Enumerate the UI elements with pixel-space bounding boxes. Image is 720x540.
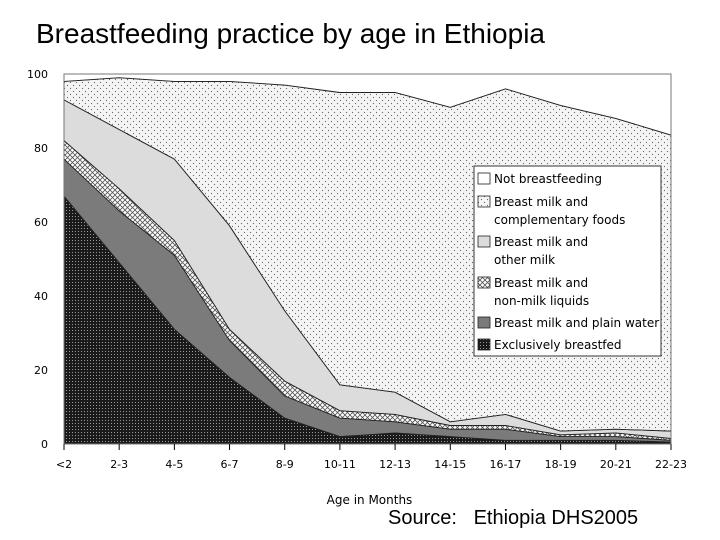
y-tick-label: 80 — [34, 142, 48, 155]
legend-label-not-breastfeeding: Not breastfeeding — [494, 172, 602, 186]
x-tick-label: 22-23 — [655, 458, 687, 471]
chart-title: Breastfeeding practice by age in Ethiopi… — [36, 18, 545, 49]
y-tick-label: 0 — [41, 438, 48, 451]
legend-swatch-breast-milk-and-non-milk-liquids — [477, 276, 491, 289]
y-tick-label: 60 — [34, 216, 48, 229]
axes: 0 20 40 60 80 100 <2 2-3 4-5 6-7 8-9 10-11 12-13 14-1… — [27, 68, 687, 507]
y-tick-label: 100 — [27, 68, 48, 81]
y-tick-label: 20 — [34, 364, 48, 377]
x-tick-label: 18-19 — [545, 458, 577, 471]
x-tick-label: 14-15 — [434, 458, 466, 471]
legend-label-exclusively-breastfed: Exclusively breastfed — [494, 338, 622, 352]
legend-label-breast-milk-and-non-milk-liquids: Breast milk and — [494, 276, 588, 290]
legend-box — [473, 165, 662, 357]
legend-label-breast-milk-and-complementary-foods: complementary foods — [494, 213, 625, 227]
x-tick-label: 6-7 — [221, 458, 239, 471]
x-tick-label: 2-3 — [110, 458, 128, 471]
legend-swatch-not-breastfeeding — [477, 172, 491, 185]
x-tick-label: 20-21 — [600, 458, 632, 471]
x-axis-title: Age in Months — [327, 493, 413, 507]
x-tick-label: <2 — [56, 458, 72, 471]
x-tick-label: 4-5 — [165, 458, 183, 471]
plot-frame — [63, 73, 672, 445]
x-tick-label: 10-11 — [324, 458, 356, 471]
legend: Not breastfeeding Breast milk and compleme… — [473, 165, 662, 357]
legend-label-breast-milk-and-complementary-foods: Breast milk and — [494, 195, 588, 209]
source-note: Source: Ethiopia DHS2005 — [388, 507, 639, 529]
legend-label-breast-milk-and-plain-water: Breast milk and plain water — [494, 316, 659, 330]
legend-swatch-breast-milk-and-plain-water — [477, 316, 491, 329]
legend-label-breast-milk-and-non-milk-liquids: non-milk liquids — [494, 294, 589, 308]
legend-swatch-breast-milk-and-other-milk — [477, 235, 491, 248]
x-tick-label: 8-9 — [276, 458, 294, 471]
legend-label-breast-milk-and-other-milk: Breast milk and — [494, 235, 588, 249]
legend-swatch-exclusively-breastfed — [477, 338, 491, 351]
legend-swatch-breast-milk-and-complementary-foods — [477, 195, 491, 208]
x-tick-label: 16-17 — [489, 458, 521, 471]
legend-label-breast-milk-and-other-milk: other milk — [494, 253, 555, 267]
y-tick-label: 40 — [34, 290, 48, 303]
x-tick-label: 12-13 — [379, 458, 411, 471]
